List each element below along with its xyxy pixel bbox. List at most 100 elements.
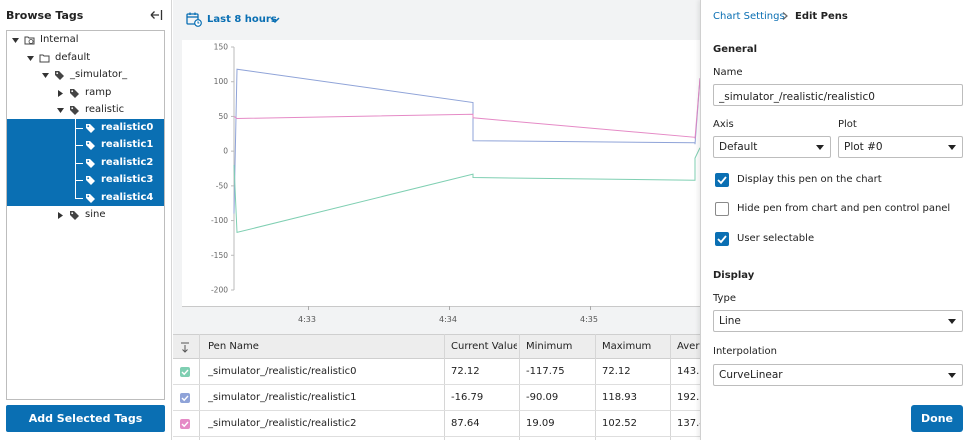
checkbox-checked-icon[interactable] [715,232,729,246]
plot-select[interactable]: Plot #0 [838,136,963,158]
current-value-cell: 72.12 [451,366,480,377]
chart-svg: 150 100 50 0 -50 -100 -150 -200 [211,43,700,295]
maximum-cell: 72.12 [602,366,631,377]
maximum-cell: 118.93 [602,392,637,403]
y-tick-label: -50 [216,181,228,190]
tree-item-ramp[interactable]: ramp [7,84,164,102]
minimum-cell: -117.75 [526,366,565,377]
caret-right-icon[interactable] [56,211,65,220]
pen-name-cell: _simulator_/realistic/realistic2 [208,418,357,429]
column-divider [595,334,596,440]
tree-item-simulator[interactable]: _simulator_ [7,66,164,84]
general-section-title: General [713,44,757,55]
caret-down-icon [816,145,824,151]
table-row[interactable]: _simulator_/realistic/realistic2 87.64 19.… [173,411,700,437]
minimum-cell: -90.09 [526,392,559,403]
col-header-average[interactable]: Average [677,341,700,352]
edit-pens-panel: Chart Settings Edit Pens General Name Ax… [700,0,974,440]
axis-select-value: Default [719,141,758,153]
tree-connector [75,136,85,154]
tree-connector [75,171,85,189]
column-divider [670,334,671,440]
tree-connector [75,118,85,136]
y-tick-label: 100 [214,77,229,86]
x-axis: 4:33 4:34 4:35 [182,306,700,332]
axis-select[interactable]: Default [713,136,831,158]
collapse-panel-icon[interactable] [149,8,163,22]
minimum-cell: 19.09 [526,418,555,429]
y-tick-label: 50 [218,112,228,121]
interpolation-select[interactable]: CurveLinear [713,364,963,386]
time-range-label[interactable]: Last 8 hours [207,14,277,25]
sort-icon[interactable] [180,342,190,353]
breadcrumb-chart-settings[interactable]: Chart Settings [713,11,785,22]
tag-icon [54,70,65,80]
tree-item-realistic4[interactable]: realistic4 [7,188,164,206]
col-header-maximum[interactable]: Maximum [602,341,652,352]
checkbox-label: User selectable [737,233,815,244]
checkbox-checked-icon[interactable] [715,173,729,187]
caret-right-icon[interactable] [56,89,65,98]
caret-down-icon[interactable] [26,54,35,63]
pen-name-cell: _simulator_/realistic/realistic1 [208,392,357,403]
col-header-current-value[interactable]: Current Value [451,341,517,352]
calendar-clock-icon[interactable] [186,11,202,27]
tree-item-label: realistic2 [101,156,154,168]
tree-item-label: realistic3 [101,174,154,185]
tree-item-internal[interactable]: Internal [7,31,164,49]
series-line-1 [233,78,700,139]
browse-tags-header: Browse Tags [0,0,172,30]
tag-icon [85,140,96,150]
caret-down-icon[interactable] [56,106,65,115]
tree-item-sine[interactable]: sine [7,206,164,224]
y-tick-label: -200 [211,286,228,295]
history-folder-icon [24,35,35,45]
chevron-down-icon[interactable] [270,16,280,24]
tree-item-realistic3[interactable]: realistic3 [7,171,164,189]
pen-name-input[interactable] [713,84,963,106]
tree-item-realistic[interactable]: realistic [7,101,164,119]
checkbox-label: Hide pen from chart and pen control pane… [737,203,951,214]
pen-visible-checkbox[interactable] [180,419,190,429]
x-tick [590,306,591,310]
pen-table: Pen Name Current Value Minimum Maximum A… [173,334,700,440]
maximum-cell: 102.52 [602,418,637,429]
caret-down-icon[interactable] [41,71,50,80]
y-tick-label: 150 [214,43,229,52]
table-row[interactable]: _simulator_/realistic/realistic0 72.12 -11… [173,359,700,385]
average-cell: 137.4 [677,418,700,429]
series-line-2 [233,147,700,234]
tree-item-label: realistic [85,104,125,115]
chart-plot-area[interactable]: 150 100 50 0 -50 -100 -150 -200 [182,40,700,306]
current-value-cell: 87.64 [451,418,480,429]
col-header-minimum[interactable]: Minimum [526,341,573,352]
done-button[interactable]: Done [911,405,963,432]
type-select[interactable]: Line [713,310,963,332]
tree-item-realistic1[interactable]: realistic1 [7,136,164,154]
caret-down-icon[interactable] [11,36,20,45]
table-row[interactable]: _simulator_/realistic/realistic1 -16.79 -9… [173,385,700,411]
tree-item-default[interactable]: default [7,49,164,67]
add-selected-tags-button[interactable]: Add Selected Tags [6,405,165,432]
current-value-cell: -16.79 [451,392,484,403]
tree-item-label: default [55,51,91,63]
pen-visible-checkbox[interactable] [180,367,190,377]
tree-item-realistic2[interactable]: realistic2 [7,153,164,171]
tree-item-realistic0[interactable]: realistic0 [7,118,164,136]
chart-toolbar: Last 8 hours [173,0,700,38]
chevron-right-icon [781,11,789,21]
tree-item-label: ramp [85,86,112,98]
tag-icon [85,158,96,168]
caret-down-icon [948,373,956,379]
type-label: Type [713,293,736,304]
average-cell: 143.2 [677,366,700,377]
column-divider [444,334,445,440]
tag-icon [69,210,80,220]
y-tick-label: 0 [223,147,228,156]
checkbox-unchecked-icon[interactable] [715,202,729,216]
col-header-pen-name[interactable]: Pen Name [208,341,259,352]
caret-down-icon [948,319,956,325]
pen-visible-checkbox[interactable] [180,393,190,403]
tree-item-label: realistic4 [101,191,154,203]
series-line-0 [233,68,700,214]
